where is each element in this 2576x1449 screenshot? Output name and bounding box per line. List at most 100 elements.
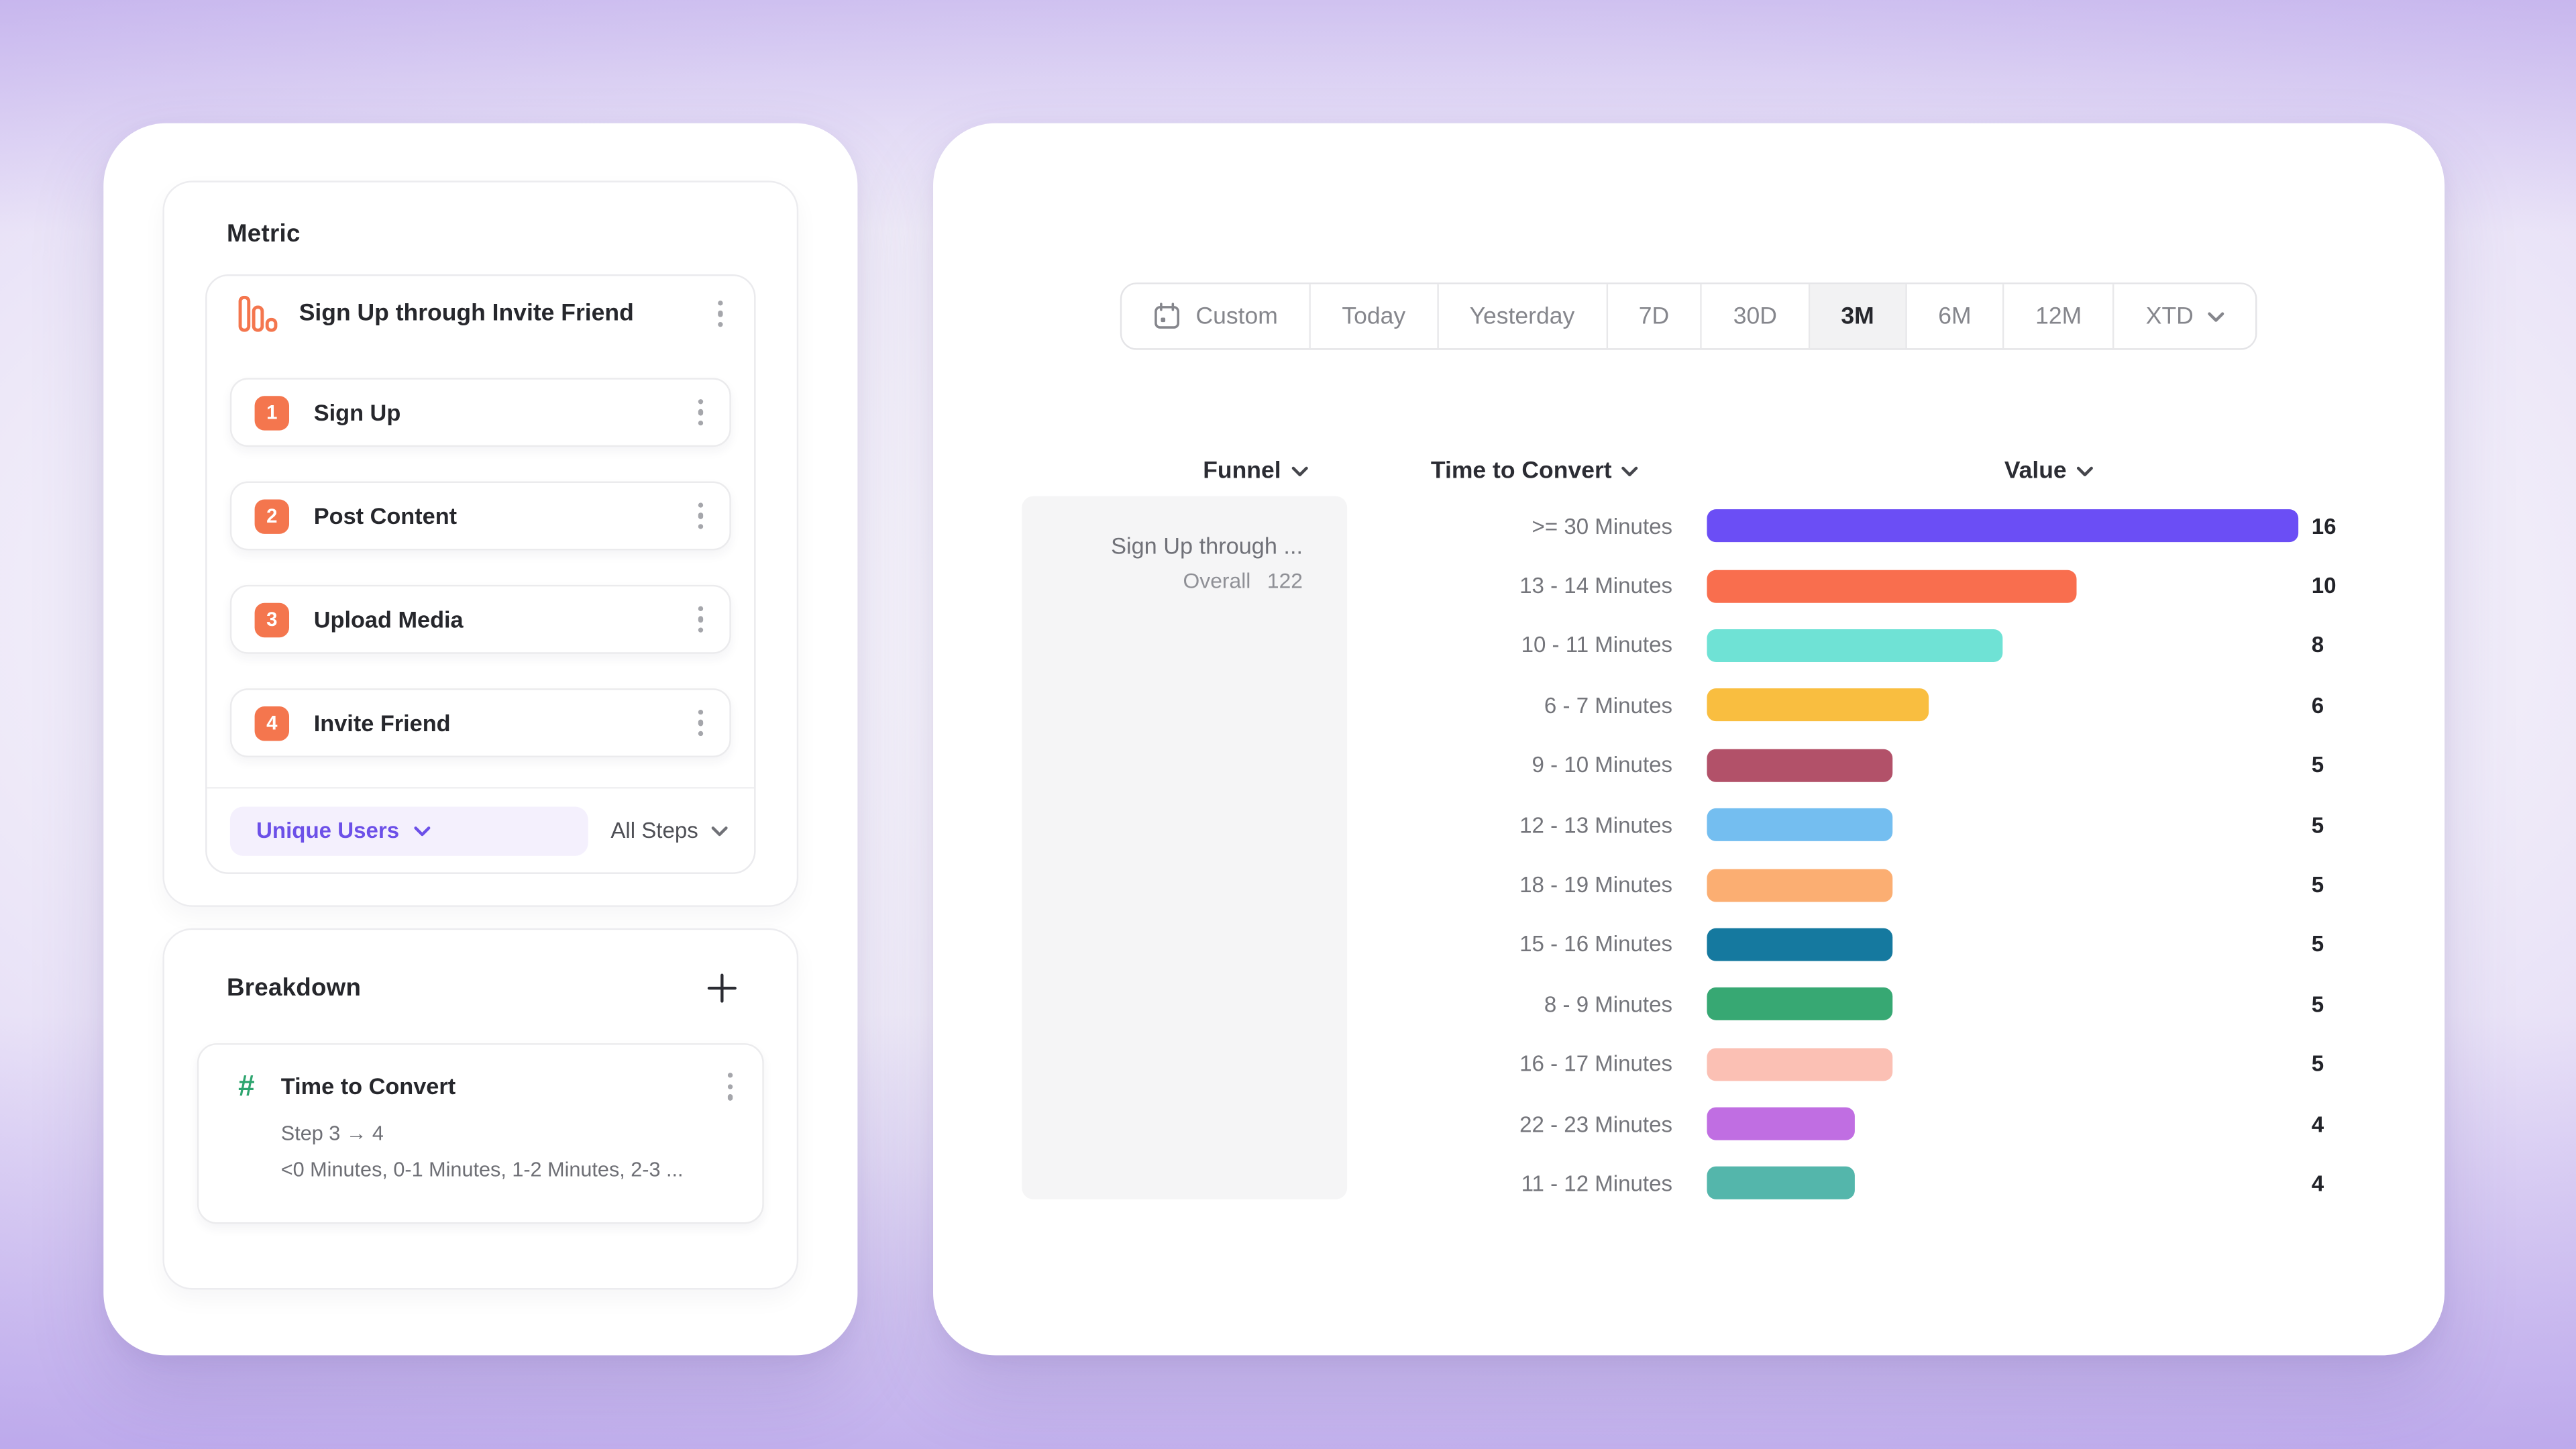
date-range-tab[interactable]: 6M	[1907, 284, 2004, 349]
breakdown-section-card: Breakdown # Time to Convert Step 3 → 4 <…	[162, 928, 799, 1290]
date-range-tab[interactable]: 30D	[1702, 284, 1810, 349]
bar[interactable]	[1707, 1167, 1855, 1200]
bar[interactable]	[1707, 569, 2077, 602]
bar-track	[1707, 569, 2298, 602]
bucket-label: 8 - 9 Minutes	[1544, 991, 1673, 1017]
bucket-label: 9 - 10 Minutes	[1532, 753, 1673, 777]
bucket-label: 12 - 13 Minutes	[1519, 812, 1673, 838]
bucket-label: 22 - 23 Minutes	[1519, 1111, 1673, 1136]
date-range-tab[interactable]: Today	[1310, 284, 1439, 349]
number-property-icon: #	[238, 1069, 255, 1102]
bar[interactable]	[1707, 868, 1892, 902]
bar-track	[1707, 928, 2298, 961]
chevron-down-icon	[2208, 311, 2225, 321]
chevron-down-icon	[414, 825, 431, 836]
chevron-down-icon	[2076, 466, 2093, 477]
kebab-menu-icon[interactable]	[691, 392, 710, 433]
funnel-step-row[interactable]: 2 Post Content	[229, 481, 731, 551]
date-range-tab[interactable]: 7D	[1607, 284, 1703, 349]
bar[interactable]	[1707, 689, 1929, 722]
kebab-menu-icon[interactable]	[720, 1066, 739, 1106]
funnel-cell-name: Sign Up through ...	[1111, 532, 1303, 559]
date-range-tab[interactable]: XTD	[2114, 284, 2256, 349]
bar-track	[1707, 808, 2298, 842]
bar-value: 5	[2311, 991, 2324, 1017]
chart-row: 16 - 17 Minutes 5	[1328, 1034, 2412, 1094]
column-header-breakdown[interactable]: Time to Convert	[1421, 457, 1648, 486]
funnel-cell-overall-value: 122	[1267, 568, 1303, 594]
bar[interactable]	[1707, 629, 2003, 662]
date-range-tab[interactable]: Yesterday	[1438, 284, 1608, 349]
bar-track	[1707, 749, 2298, 782]
column-header-value-label: Value	[2004, 458, 2067, 485]
bucket-label: 15 - 16 Minutes	[1519, 932, 1673, 957]
funnel-composition-card: Sign Up through Invite Friend 1 Sign Up …	[205, 274, 756, 874]
chart-row: 15 - 16 Minutes 5	[1328, 914, 2412, 974]
add-breakdown-button[interactable]	[703, 969, 741, 1007]
breakdown-property-card[interactable]: # Time to Convert Step 3 → 4 <0 Minutes,…	[197, 1043, 764, 1224]
kebab-menu-icon[interactable]	[691, 496, 710, 536]
chart-row: 18 - 19 Minutes 5	[1328, 855, 2412, 914]
date-range-tab-label: 3M	[1841, 303, 1874, 330]
bucket-label: 13 - 14 Minutes	[1519, 573, 1673, 598]
funnel-steps-list: 1 Sign Up 2 Post Content 3 Upload Media …	[207, 352, 755, 757]
bar[interactable]	[1707, 928, 1892, 961]
bucket-label: 16 - 17 Minutes	[1519, 1051, 1673, 1077]
column-header-value[interactable]: Value	[1994, 457, 2102, 486]
funnel-step-row[interactable]: 3 Upload Media	[229, 584, 731, 654]
date-range-tab[interactable]: 12M	[2004, 284, 2115, 349]
report-panel: Custom Today Yesterday 7D 30D 3M 6M 12M …	[933, 123, 2445, 1356]
funnel-step-row[interactable]: 1 Sign Up	[229, 378, 731, 447]
step-number-badge: 1	[254, 394, 290, 430]
funnel-step-row[interactable]: 4 Invite Friend	[229, 688, 731, 757]
funnel-cell[interactable]: Sign Up through ... Overall 122	[1022, 496, 1348, 1199]
date-range-tab-label: Custom	[1195, 303, 1278, 330]
bar-value: 10	[2311, 573, 2337, 598]
step-number-badge: 2	[254, 498, 290, 533]
date-range-tab[interactable]: 3M	[1809, 284, 1907, 349]
breakdown-property-name: Time to Convert	[280, 1073, 456, 1100]
bar-value: 5	[2311, 872, 2324, 898]
date-range-tab-label: Yesterday	[1469, 303, 1575, 330]
column-header-funnel-label: Funnel	[1203, 458, 1281, 485]
breakdown-section-title: Breakdown	[226, 974, 362, 1002]
bar-value: 4	[2311, 1171, 2324, 1196]
kebab-menu-icon[interactable]	[710, 294, 729, 334]
bucket-label: >= 30 Minutes	[1532, 513, 1673, 539]
measure-dropdown-label: Unique Users	[256, 818, 400, 843]
date-range-tab[interactable]: Custom	[1122, 284, 1311, 349]
step-number-badge: 4	[254, 705, 290, 741]
date-range-tab-label: 30D	[1733, 303, 1777, 330]
funnel-header-row[interactable]: Sign Up through Invite Friend	[207, 276, 755, 352]
bar-track	[1707, 868, 2298, 902]
bar[interactable]	[1707, 808, 1892, 842]
bar[interactable]	[1707, 987, 1892, 1021]
bar-value: 16	[2311, 513, 2337, 539]
date-range-tab-label: 6M	[1938, 303, 1972, 330]
bar-value: 8	[2311, 633, 2324, 658]
steps-filter-dropdown[interactable]: All Steps	[610, 812, 728, 849]
measure-dropdown[interactable]: Unique Users	[229, 806, 588, 855]
bar[interactable]	[1707, 1047, 1892, 1081]
kebab-menu-icon[interactable]	[691, 599, 710, 639]
breakdown-buckets-preview: <0 Minutes, 0-1 Minutes, 1-2 Minutes, 2-…	[280, 1157, 684, 1181]
bar-chart-icon	[238, 295, 278, 332]
bar[interactable]	[1707, 509, 2299, 543]
bar-value: 5	[2311, 812, 2324, 838]
bar-track	[1707, 629, 2298, 662]
bar[interactable]	[1707, 749, 1892, 782]
bar-track	[1707, 689, 2298, 722]
bucket-label: 18 - 19 Minutes	[1519, 872, 1673, 898]
funnel-footer-row: Unique Users All Steps	[207, 787, 755, 872]
date-range-tab-label: 12M	[2035, 303, 2082, 330]
chart-row: 11 - 12 Minutes 4	[1328, 1154, 2412, 1214]
step-label: Sign Up	[313, 399, 401, 426]
column-header-funnel[interactable]: Funnel	[1193, 457, 1318, 486]
bar-track	[1707, 1047, 2298, 1081]
kebab-menu-icon[interactable]	[691, 702, 710, 743]
metric-section-title: Metric	[226, 220, 301, 248]
chart-row: 9 - 10 Minutes 5	[1328, 735, 2412, 795]
bar[interactable]	[1707, 1107, 1855, 1140]
breakdown-step-range: Step 3 → 4	[280, 1121, 384, 1144]
